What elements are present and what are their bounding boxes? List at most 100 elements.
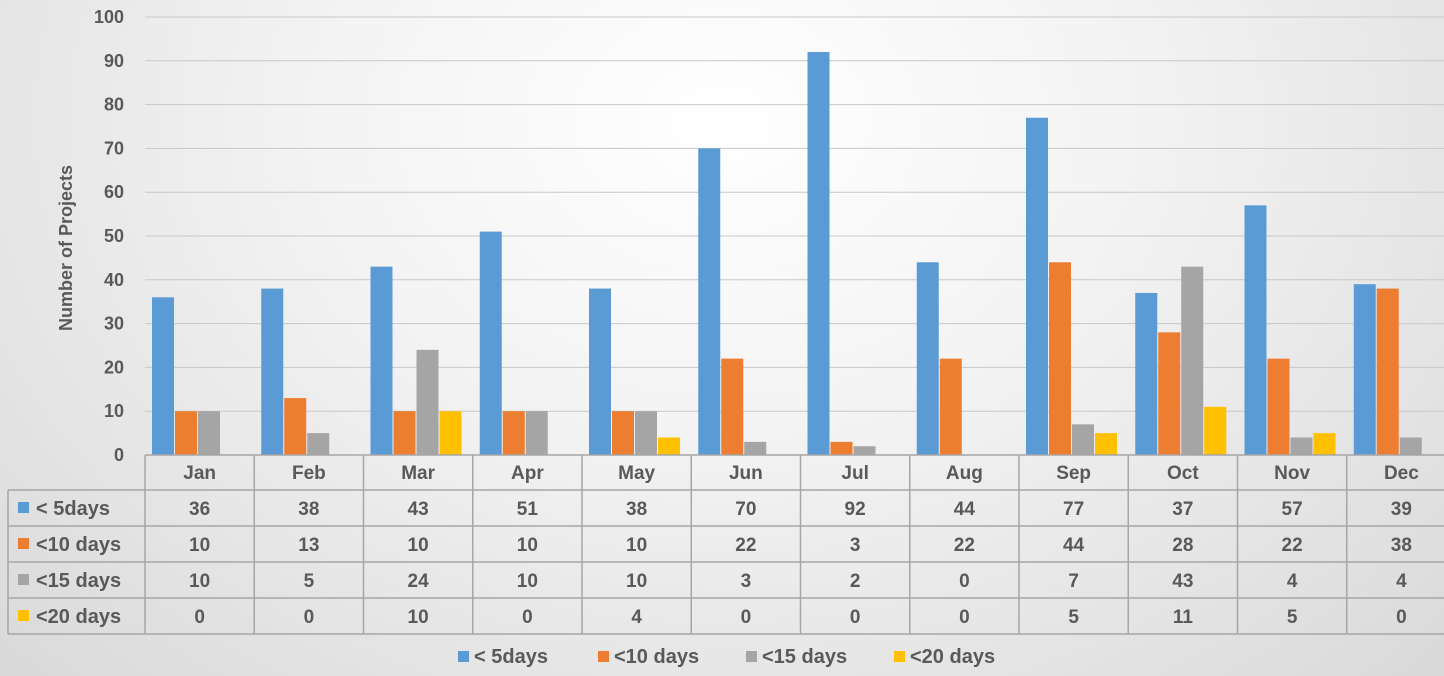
- data-label: 10: [517, 571, 538, 592]
- legend-key: [746, 651, 757, 662]
- bar: [1049, 262, 1071, 455]
- data-label: 10: [189, 535, 210, 556]
- data-label: 7: [1068, 571, 1079, 592]
- data-label: 4: [631, 607, 642, 628]
- bar: [658, 437, 680, 455]
- data-label: 10: [626, 535, 647, 556]
- bar: [1399, 437, 1422, 455]
- data-label: 22: [1282, 535, 1303, 556]
- y-tick-label: 20: [104, 357, 124, 377]
- table-series-label: <15 days: [36, 570, 121, 592]
- data-label: 10: [189, 571, 210, 592]
- data-label: 43: [408, 499, 429, 520]
- bar: [370, 266, 393, 455]
- x-tick-label: Jan: [183, 463, 216, 484]
- data-label: 3: [741, 571, 752, 592]
- data-label: 0: [959, 607, 970, 628]
- data-label: 37: [1172, 499, 1193, 520]
- table-legend-key: [18, 538, 29, 549]
- data-label: 5: [304, 571, 315, 592]
- table-legend-key: [18, 574, 29, 585]
- data-label: 51: [517, 499, 539, 520]
- data-label: 5: [1287, 607, 1298, 628]
- bar: [525, 411, 548, 455]
- legend-key: [598, 651, 609, 662]
- bar: [175, 411, 197, 455]
- bar: [635, 411, 657, 455]
- data-label: 0: [194, 607, 205, 628]
- x-tick-label: Sep: [1056, 463, 1091, 484]
- bar: [807, 52, 830, 455]
- data-label: 0: [959, 571, 970, 592]
- legend-key: [894, 651, 905, 662]
- bar: [393, 411, 416, 455]
- legend-label: <15 days: [762, 646, 847, 668]
- data-label: 11: [1173, 607, 1194, 628]
- bar: [1267, 358, 1290, 455]
- bar: [1313, 433, 1336, 455]
- bar: [1158, 332, 1181, 455]
- data-label: 22: [954, 535, 975, 556]
- bar: [1204, 406, 1227, 455]
- bar: [1290, 437, 1313, 455]
- y-tick-label: 40: [104, 270, 124, 290]
- legend-label: < 5days: [474, 646, 548, 668]
- data-label: 0: [522, 607, 533, 628]
- data-label: 0: [850, 607, 861, 628]
- x-tick-label: Jul: [841, 463, 868, 484]
- y-tick-label: 80: [104, 95, 124, 115]
- bars: [152, 52, 1422, 456]
- data-label: 3: [850, 535, 861, 556]
- bar: [439, 411, 462, 455]
- bar: [1181, 266, 1204, 455]
- bar: [698, 148, 721, 455]
- y-tick-label: 50: [104, 226, 124, 246]
- bar: [1376, 288, 1399, 455]
- data-label: 38: [626, 499, 647, 520]
- y-axis: 0 10 20 30 40 50 60 70 80 90 100: [94, 7, 124, 465]
- bar: [479, 231, 502, 455]
- data-label: 24: [408, 571, 430, 592]
- x-tick-label: Jun: [729, 463, 763, 484]
- bar: [1244, 205, 1267, 455]
- data-label: 4: [1287, 571, 1298, 592]
- data-label: 2: [850, 571, 861, 592]
- data-label: 43: [1172, 571, 1193, 592]
- data-label: 57: [1282, 499, 1303, 520]
- data-label: 0: [1396, 607, 1407, 628]
- x-tick-label: Apr: [511, 463, 544, 484]
- data-label: 13: [298, 535, 319, 556]
- gridlines: [145, 16, 1444, 456]
- y-tick-label: 70: [104, 138, 124, 158]
- x-tick-label: May: [618, 463, 655, 484]
- data-label: 36: [189, 499, 210, 520]
- data-label: 4: [1396, 571, 1407, 592]
- data-label: 70: [735, 499, 756, 520]
- bar: [612, 411, 634, 455]
- table-series-label: < 5days: [36, 498, 110, 520]
- data-label: 10: [517, 535, 538, 556]
- bar: [1026, 117, 1048, 456]
- x-tick-label: Oct: [1167, 463, 1199, 484]
- x-tick-label: Mar: [401, 463, 435, 484]
- data-label: 28: [1172, 535, 1193, 556]
- data-label: 0: [741, 607, 752, 628]
- bar: [1353, 284, 1376, 455]
- data-label: 0: [304, 607, 315, 628]
- bar: [284, 398, 307, 455]
- bar: [502, 411, 525, 455]
- y-axis-title: Number of Projects: [56, 165, 76, 331]
- y-tick-label: 30: [104, 314, 124, 334]
- data-label: 22: [735, 535, 756, 556]
- table-legend-key: [18, 502, 29, 513]
- bar: [853, 446, 876, 455]
- table-series-label: <20 days: [36, 606, 121, 628]
- data-label: 39: [1391, 499, 1412, 520]
- x-tick-label: Dec: [1384, 463, 1419, 484]
- legend-key: [458, 651, 469, 662]
- y-tick-label: 0: [114, 445, 124, 465]
- data-label: 5: [1068, 607, 1079, 628]
- y-tick-label: 100: [94, 7, 124, 27]
- data-label: 10: [408, 607, 429, 628]
